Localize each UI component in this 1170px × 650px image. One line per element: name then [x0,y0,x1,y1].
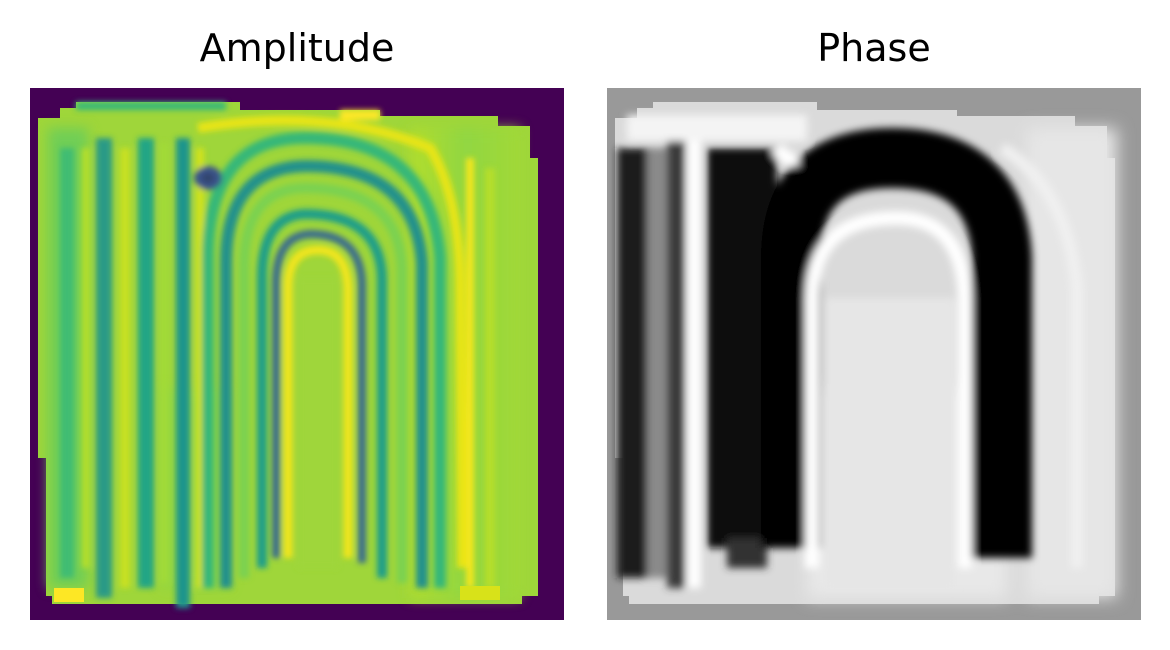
amplitude-image [30,88,564,620]
phase-title: Phase [817,26,931,70]
amplitude-title: Amplitude [199,26,395,70]
phase-image [607,88,1141,620]
